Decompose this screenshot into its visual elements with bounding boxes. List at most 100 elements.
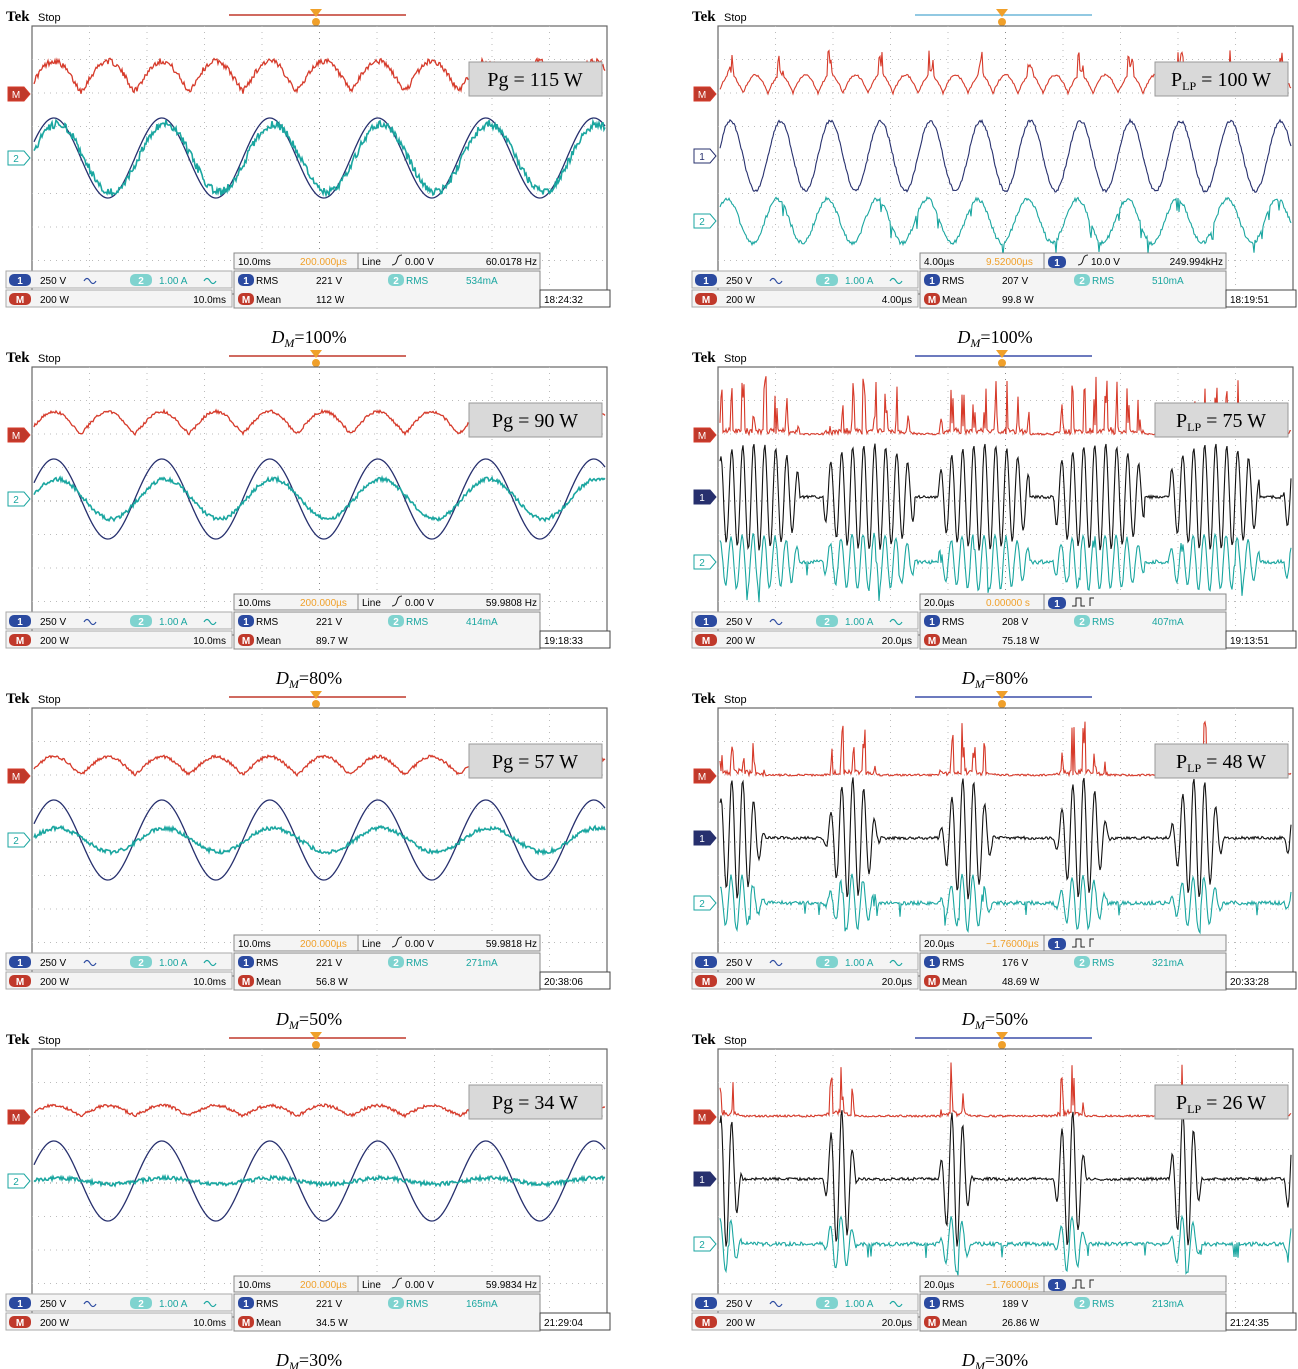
channel-chip-label: M (928, 977, 936, 988)
readout: 99.8 W (1002, 295, 1034, 306)
channel-marker-label: 2 (13, 836, 19, 847)
readout: RMS (406, 276, 429, 287)
caption: DM=100% (956, 327, 1032, 350)
channel-chip-label: 2 (824, 276, 830, 287)
readout: 221 V (316, 958, 342, 969)
channel-marker-label: 2 (699, 899, 705, 910)
channel-marker-label: M (12, 772, 20, 783)
readout: RMS (942, 617, 965, 628)
scope-panel: TekStopM12PLP= 48 W20.0µs−1.76000µs11250… (692, 691, 1296, 1032)
readout: 20.0µs (882, 636, 912, 647)
channel-marker (694, 896, 716, 910)
channel-marker-label: 2 (699, 558, 705, 569)
caption: DM=80% (275, 668, 342, 691)
brand: Tek (6, 691, 30, 707)
trigger-marker-dot (998, 359, 1006, 367)
trigger-marker (310, 691, 322, 699)
readout: 250 V (726, 1299, 752, 1310)
channel-marker (694, 1237, 716, 1251)
readout: 200.000µs (300, 1280, 347, 1291)
channel-chip-label: M (242, 1318, 250, 1329)
channel-chip-label: 1 (703, 617, 709, 628)
channel-chip-label: M (928, 1318, 936, 1329)
caption-text: =100% (294, 327, 346, 347)
channel-chip-label: 1 (929, 1299, 935, 1310)
readout: 59.9808 Hz (486, 598, 537, 609)
readout: RMS (256, 1299, 279, 1310)
readout: Mean (942, 977, 967, 988)
channel-marker-label: 1 (699, 834, 705, 845)
caption: DM=30% (961, 1350, 1028, 1369)
readout: 10.0ms (238, 257, 271, 268)
readout: Mean (256, 636, 281, 647)
trigger-marker (996, 1032, 1008, 1040)
readout: Mean (256, 1318, 281, 1329)
readout: 1.00 A (845, 1299, 874, 1310)
readout: −1.76000µs (986, 939, 1039, 950)
readout: 34.5 W (316, 1318, 348, 1329)
readout: 200 W (726, 295, 755, 306)
readout: 59.9834 Hz (486, 1280, 537, 1291)
readout-box (920, 594, 1226, 610)
readout: 1.00 A (159, 276, 188, 287)
channel-chip-label: 2 (1079, 617, 1085, 628)
channel-chip-label: 2 (1079, 276, 1085, 287)
channel-chip-label: 1 (1054, 940, 1060, 951)
channel-marker (694, 214, 716, 228)
channel-marker-label: 2 (13, 495, 19, 506)
brand: Tek (692, 9, 716, 25)
power-label-text: = 26 W (1206, 1092, 1266, 1114)
power-label: Pg = 34 W (492, 1092, 578, 1114)
readout: RMS (256, 958, 279, 969)
page: TekStopM2Pg = 115 W10.0ms200.000µsLine0.… (0, 0, 1298, 1369)
caption-text: =80% (985, 668, 1028, 688)
readout: 10.0ms (193, 1318, 226, 1329)
brand: Tek (692, 691, 716, 707)
readout: 208 V (1002, 617, 1028, 628)
readout: 10.0ms (193, 977, 226, 988)
run-state: Stop (38, 694, 61, 706)
channel-chip-label: 1 (17, 276, 23, 287)
trigger-marker-dot (998, 18, 1006, 26)
channel-marker (8, 1174, 30, 1188)
channel-chip-label: 1 (929, 276, 935, 287)
brand: Tek (6, 9, 30, 25)
readout: 221 V (316, 1299, 342, 1310)
readout: RMS (406, 617, 429, 628)
caption-text: =80% (299, 668, 342, 688)
caption-text: =30% (985, 1350, 1028, 1369)
power-label-subscript: LP (1187, 1102, 1201, 1116)
readout: Line (362, 257, 381, 268)
channel-marker-label: 1 (699, 152, 705, 163)
channel-marker-label: 2 (699, 1240, 705, 1251)
readout: 19:13:51 (1230, 636, 1269, 647)
readout: RMS (256, 617, 279, 628)
readout: 75.18 W (1002, 636, 1040, 647)
readout: RMS (1092, 276, 1115, 287)
channel-marker-label: 1 (699, 1175, 705, 1186)
channel-chip-label: M (702, 977, 710, 988)
channel-chip-label: 2 (393, 276, 399, 287)
power-label: Pg = 115 W (487, 69, 582, 91)
readout: Mean (256, 977, 281, 988)
channel-chip-label: M (242, 977, 250, 988)
readout: 60.0178 Hz (486, 257, 537, 268)
channel-chip-label: M (242, 636, 250, 647)
channel-chip-label: 1 (703, 958, 709, 969)
readout: 4.00µs (882, 295, 912, 306)
channel-marker-label: M (698, 1113, 706, 1124)
channel-chip-label: M (702, 636, 710, 647)
trigger-marker (310, 9, 322, 17)
channel-chip-label: 1 (1054, 258, 1060, 269)
readout: Mean (256, 295, 281, 306)
power-label-text: = 48 W (1206, 751, 1266, 773)
readout: 200 W (40, 977, 69, 988)
caption: DM=80% (961, 668, 1028, 691)
readout: 250 V (40, 617, 66, 628)
channel-marker-label: 1 (699, 493, 705, 504)
channel-marker (694, 1172, 716, 1186)
channel-chip-label: 1 (17, 617, 23, 628)
caption-text: =50% (299, 1009, 342, 1029)
channel-chip-label: M (702, 1318, 710, 1329)
